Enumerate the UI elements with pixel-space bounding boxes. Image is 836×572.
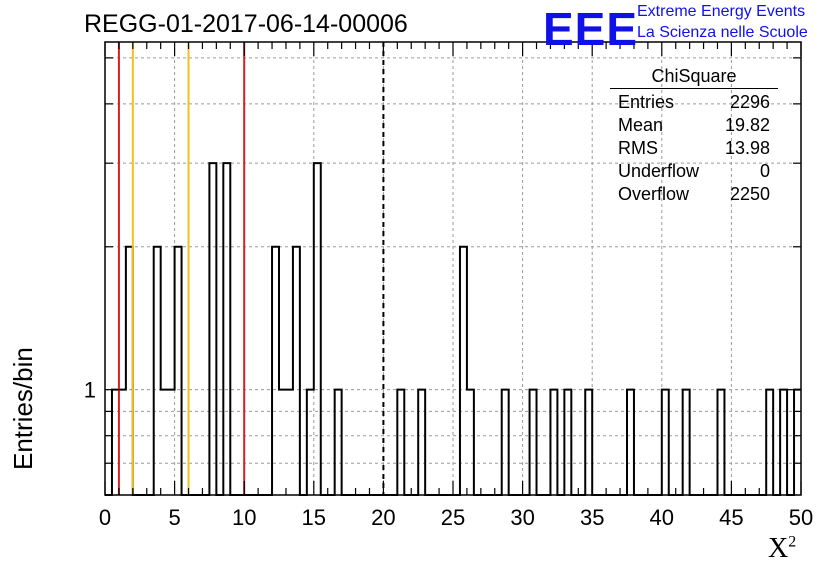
x-tick-label: 50: [789, 505, 813, 530]
stats-title: ChiSquare: [610, 66, 778, 89]
axis-layer: 0 5 10 15 20 25 30 35 40 45 50 1: [84, 41, 813, 530]
stats-value: 2250: [729, 184, 770, 204]
stats-row-rms: RMS 13.98: [610, 137, 778, 160]
stats-value: 2296: [729, 92, 770, 112]
x-tick-label: 45: [719, 505, 743, 530]
stats-value: 19.82: [724, 115, 770, 135]
x-tick-label: 0: [99, 505, 111, 530]
stats-label: Mean: [618, 115, 664, 135]
x-tick-label: 15: [302, 505, 326, 530]
logo-subtitle-2: La Scienza nelle Scuole: [637, 24, 808, 41]
marker-lines-layer: [117, 42, 385, 495]
x-tick-label: 35: [580, 505, 604, 530]
eee-logo: EEE: [543, 3, 639, 55]
stats-value: 13.98: [724, 138, 770, 158]
stats-label: Overflow: [618, 184, 690, 204]
x-tick-label: 40: [650, 505, 674, 530]
x-tick-label: 20: [371, 505, 395, 530]
logo-subtitle-1: Extreme Energy Events: [637, 3, 806, 20]
stats-row-entries: Entries 2296: [610, 91, 778, 114]
x-axis-label-base: X: [768, 533, 789, 564]
x-tick-label: 25: [441, 505, 465, 530]
stats-row-overflow: Overflow 2250: [610, 183, 778, 206]
x-tick-label: 30: [510, 505, 534, 530]
stats-row-mean: Mean 19.82: [610, 114, 778, 137]
grid-layer: [105, 42, 801, 495]
stats-row-underflow: Underflow 0: [610, 160, 778, 183]
x-axis-label-superscript: 2: [788, 533, 797, 551]
stats-label: Entries: [618, 92, 675, 112]
y-tick-label: 1: [84, 378, 96, 403]
stats-value: 0: [759, 161, 770, 181]
x-tick-label: 5: [168, 505, 180, 530]
stats-box: ChiSquare Entries 2296 Mean 19.82 RMS 13…: [610, 66, 778, 206]
x-tick-label: 10: [232, 505, 256, 530]
x-axis-label: X2: [768, 533, 796, 565]
chart-title: REGG-01-2017-06-14-00006: [84, 10, 408, 38]
y-axis-label: Entries/bin: [8, 347, 38, 470]
stats-label: RMS: [618, 138, 658, 158]
stats-label: Underflow: [618, 161, 700, 181]
